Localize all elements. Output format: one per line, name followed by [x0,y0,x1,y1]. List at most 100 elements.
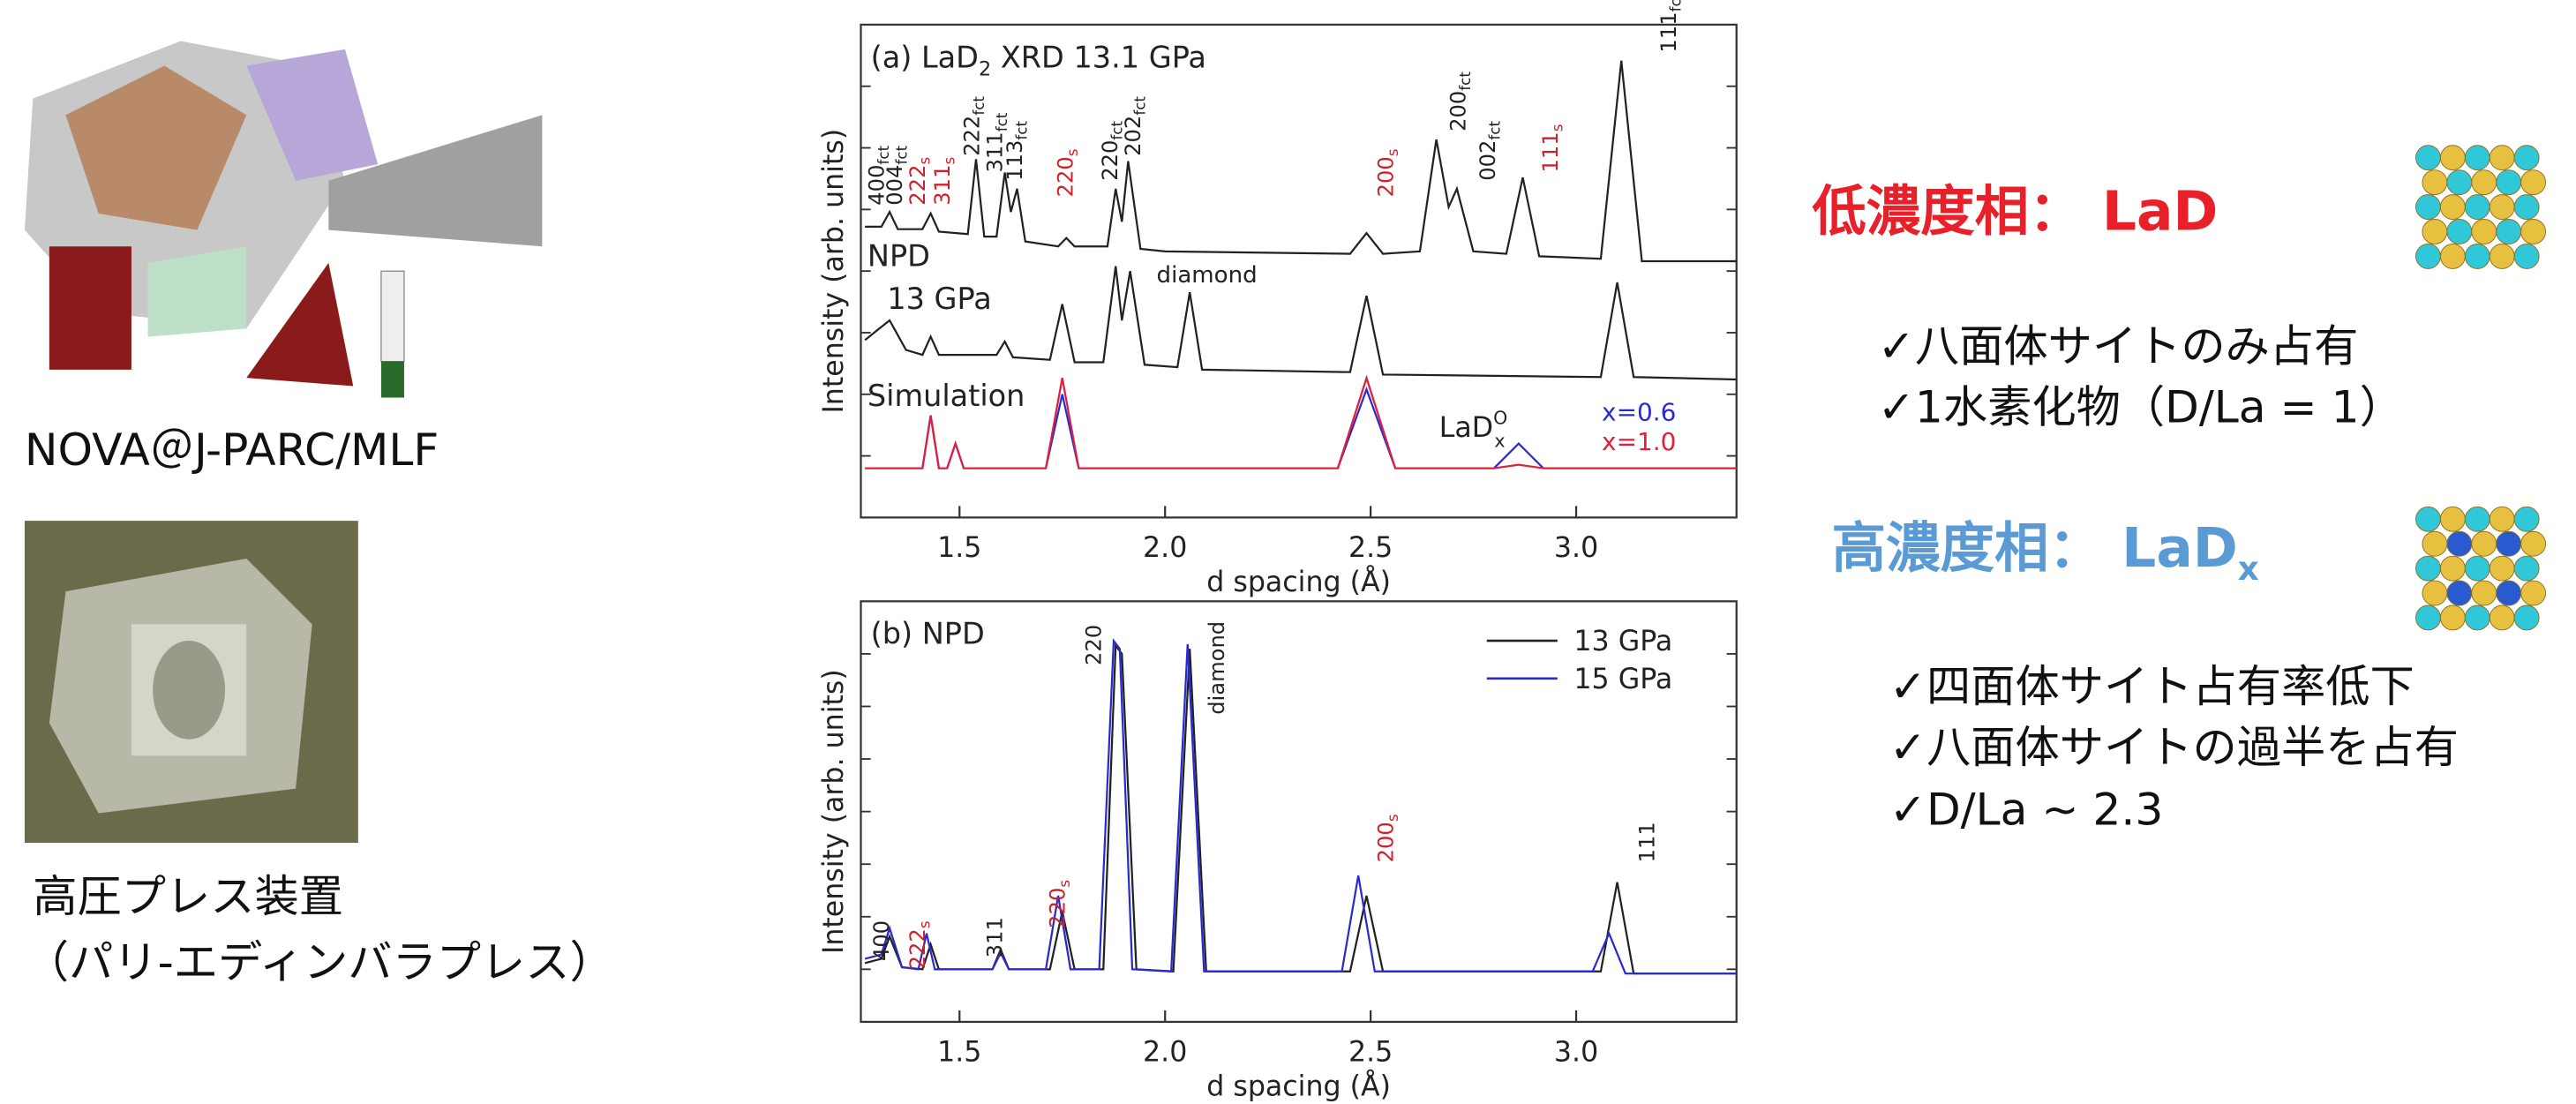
atom [2513,243,2540,269]
atom [2520,530,2547,557]
atom [2513,194,2540,220]
peak-label: 004fct [882,145,911,205]
atom [2496,219,2522,244]
peak-index: 200 [1374,822,1399,862]
peak-sub: s [1548,124,1566,132]
caption: 高圧プレス装置 [33,870,343,922]
atom [2489,243,2515,269]
peak-index: 400 [865,165,890,206]
atom [2513,555,2540,582]
atom [2415,145,2441,171]
formula-sub: x [1494,430,1505,451]
title-sub: 2 [979,58,991,81]
peak-index: 002 [1476,140,1500,181]
peak-index: 113 [1003,140,1027,181]
peak-sub: s [916,920,934,928]
atom [2464,555,2490,582]
plot-text: NPD [867,239,930,274]
peak-sub: s [1384,148,1401,156]
phase-item: ✓D/La ~ 2.3 [1889,784,2163,836]
chart-title: (b) NPD [871,617,985,651]
spectrum-line [865,60,1737,263]
peak-index: 220 [1098,140,1123,181]
phase-item: ✓八面体サイトの過半を占有 [1889,721,2459,773]
atom [2439,194,2466,220]
peak-index: 311 [983,917,1008,958]
y-axis-label: Intensity (arb. units) [818,129,850,414]
phase-heading: 高濃度相： LaDx [1832,517,2259,588]
peak-label: 113fct [1003,120,1031,180]
peak-label: 400 [869,920,894,961]
peak-index: 311 [930,165,955,206]
peak-index: 111 [1635,822,1660,862]
phase-item: ✓1水素化物（D/La = 1） [1878,380,2404,432]
x-tick-label: 2.0 [1143,532,1187,564]
peak-label: 311s [930,157,958,206]
peak-sub: fct [1666,0,1684,11]
peak-index: 202 [1121,116,1145,156]
peak-sub: fct [1456,71,1474,91]
atom [2489,555,2515,582]
peak-label: 111s [1538,124,1566,173]
x-tick-label: 1.5 [937,1037,981,1069]
x-tick-label: 3.0 [1554,1037,1598,1069]
peak-label: 220s [1045,880,1073,928]
atom [2415,605,2441,631]
atom [2446,530,2473,557]
legend-label: x=0.6 [1602,398,1676,427]
press-photo [24,521,358,844]
spectrum-line [865,374,1737,469]
peak-label: 200s [1374,148,1402,197]
peak-label: diamond [1205,621,1229,715]
peak-sub: s [1063,148,1081,156]
peak-label: 220 [1081,625,1106,665]
atom [2520,219,2547,244]
peak-index: 004 [882,165,907,206]
peak-label: 222s [905,920,934,969]
peak-index: 111 [1538,131,1563,172]
peak-index: 200 [1374,156,1399,197]
peak-index: 220 [1081,625,1106,665]
atom [2464,605,2490,631]
peak-index: 111 [1656,11,1681,52]
spectrum-line [864,638,1737,975]
peak-sub: fct [1486,120,1504,139]
title-text: (b) NPD [871,617,985,651]
legend-label: 15 GPa [1573,664,1672,695]
atom [2439,145,2466,171]
x-tick-label: 3.0 [1554,532,1598,564]
atom [2513,605,2540,631]
atom [2489,605,2515,631]
peak-sub: fct [1131,96,1149,116]
atom [2464,243,2490,269]
atom [2415,194,2441,220]
x-axis-label: d spacing (Å) [1206,1070,1391,1103]
atom [2415,243,2441,269]
formula-text: LaD [1439,412,1493,444]
peak-sub: fct [970,96,988,116]
atom [2496,169,2522,196]
peak-label: 002fct [1476,120,1504,180]
peak-label: 220fct [1098,120,1126,180]
atom [2422,530,2448,557]
peak-index: 200 [1446,91,1471,131]
peak-sub: fct [1108,120,1125,139]
atom [2513,506,2540,532]
atom [2446,580,2473,606]
title-text: (a) LaD [871,40,979,74]
spectrum-line [864,642,1737,975]
peak-index: 220 [1045,888,1070,928]
atom [2439,506,2466,532]
atom [2464,194,2490,220]
peak-sub: s [916,157,934,165]
legend-label: 13 GPa [1573,626,1672,657]
atom [2471,219,2497,244]
formula-sup: O [1493,407,1507,428]
atom [2446,169,2473,196]
peak-label: 202fct [1121,96,1149,156]
peak-label: 111 [1635,822,1660,862]
x-tick-label: 2.5 [1348,532,1393,564]
atom [2446,219,2473,244]
atom [2464,506,2490,532]
